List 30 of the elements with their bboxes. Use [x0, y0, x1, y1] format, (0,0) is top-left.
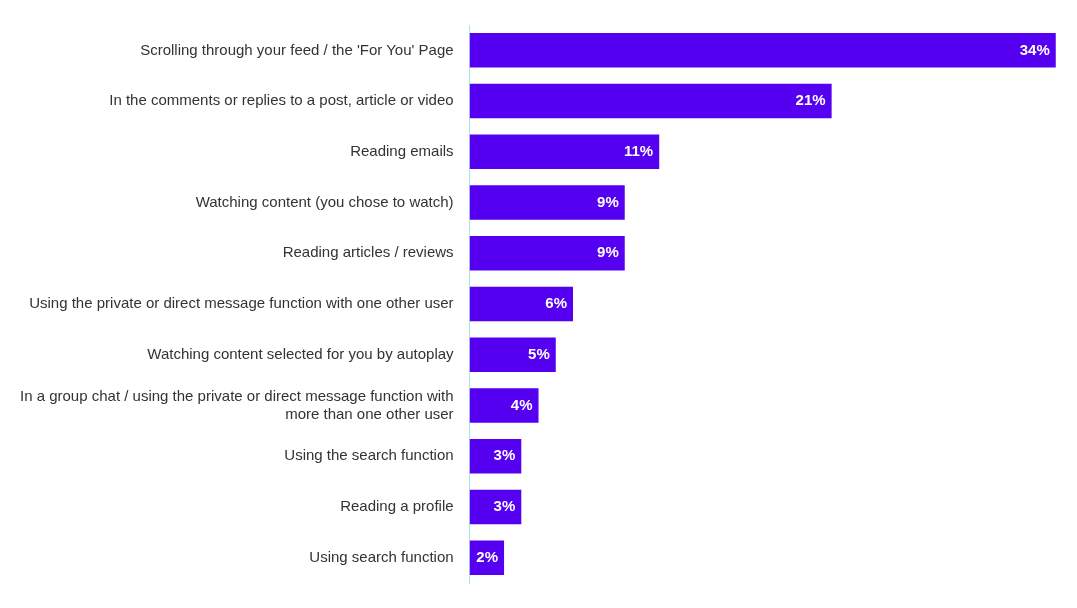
data-label: 9% — [597, 243, 619, 261]
y-tick-label: Using search function — [309, 547, 454, 565]
bar — [469, 185, 625, 220]
y-tick-label: Reading articles / reviews — [282, 243, 454, 261]
y-tick-label: Watching content (you chose to watch) — [195, 192, 454, 210]
bar — [469, 337, 556, 372]
y-tick-label: Watching content selected for you by autoplay — [147, 344, 455, 362]
data-label: 34% — [1019, 40, 1050, 58]
y-tick-label: Using the search function — [284, 446, 454, 464]
data-label: 3% — [493, 497, 516, 515]
data-label: 11% — [624, 141, 654, 159]
bar — [469, 33, 1056, 68]
data-label: 2% — [476, 547, 499, 565]
data-label: 9% — [597, 192, 619, 210]
data-label: 6% — [545, 294, 568, 312]
y-tick-label: Scrolling through your feed / the 'For You' Page — [140, 40, 454, 58]
y-tick-label: Reading emails — [350, 141, 454, 159]
y-tick-label: In a group chat / using the private or direct message function with more than one other user — [19, 386, 454, 422]
y-tick-label: Using the private or direct message function with one other user — [29, 294, 454, 312]
data-label: 4% — [510, 395, 533, 413]
bar — [469, 83, 832, 119]
bar — [469, 286, 574, 322]
bar — [469, 236, 625, 271]
bar — [469, 134, 660, 170]
data-label: 21% — [795, 91, 826, 109]
bar — [469, 388, 539, 423]
data-label: 3% — [493, 446, 516, 464]
y-tick-label: Reading a profile — [340, 497, 454, 515]
data-label: 5% — [528, 344, 550, 362]
y-tick-label: In the comments or replies to a post, article or video — [109, 91, 454, 109]
